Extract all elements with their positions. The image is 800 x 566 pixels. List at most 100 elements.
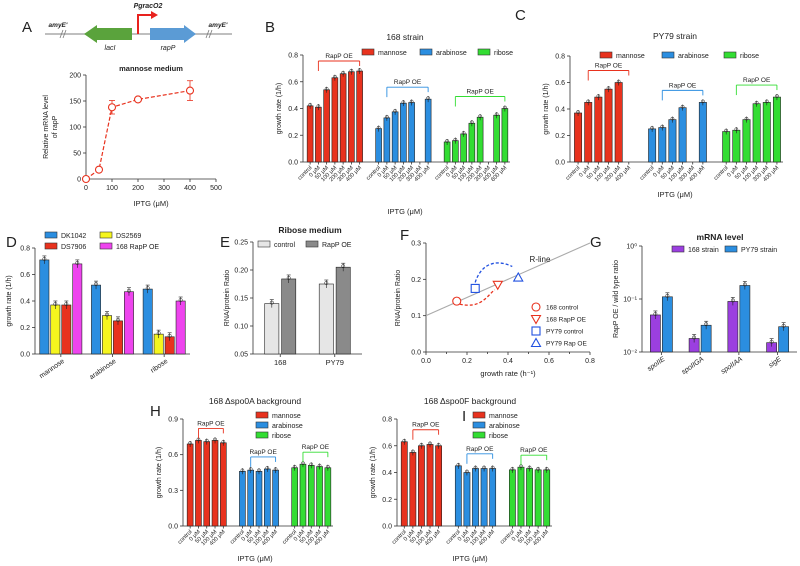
promoter-arrow (137, 14, 152, 34)
spo0f-bar-arabinose (454, 465, 462, 527)
spo0f-data-point (544, 466, 549, 471)
py79-arabinose-legend-label: arabinose (678, 53, 709, 60)
rapp-gene-arrow (150, 25, 196, 43)
spo0a-bar-ribose (299, 463, 307, 527)
rline-point-PY79-control (470, 283, 480, 293)
spo0f-arabinose-legend-swatch (472, 421, 486, 429)
strains-data-point (116, 317, 120, 322)
spo0f-data-point (411, 449, 415, 454)
spo0a-bar-arabinose (255, 471, 263, 527)
strain168-mannose-legend-swatch (361, 48, 375, 56)
ribose-y-tick-label: 0.20 (234, 268, 248, 275)
spo0a-bar-arabinose (247, 469, 254, 527)
spo0f-bar-mannose (435, 445, 442, 527)
spo0a-bar-ribose (307, 465, 315, 527)
spo0f-y-tick-label: 0.6 (382, 443, 392, 450)
py79-y-tick-label: 0.8 (555, 54, 565, 61)
spo0f-ribose-legend-label: ribose (489, 433, 508, 440)
spo0a-data-point (273, 467, 278, 471)
rline-legend-marker (531, 326, 541, 336)
py79-bar-ribose (762, 102, 771, 163)
strain168-ribose-legend-label: ribose (494, 50, 513, 57)
strain168-x-axis-label: IPTG (μM) (387, 207, 423, 216)
spo0a-data-point (248, 467, 253, 471)
py79-bar-mannose (604, 88, 613, 163)
py79-bracket-label: RapP OE (669, 82, 697, 89)
mrna-x-tick-label: 200 (132, 185, 144, 192)
strains-data-point (145, 286, 150, 291)
py79-data-point (775, 94, 779, 98)
promoter-arrowhead (151, 11, 158, 19)
spo0a-bar-mannose (186, 443, 194, 527)
py79-data-point (744, 116, 749, 121)
py79-y-axis-label: growth rate (1/h) (543, 83, 550, 134)
mrna-level-bar-168-strain (650, 314, 661, 353)
mrna-level-data-point (742, 282, 747, 287)
rline-x-tick-label: 0.4 (503, 358, 513, 365)
spo0f-ribose-legend-swatch (472, 431, 486, 439)
py79-bar-ribose (752, 103, 761, 163)
spo0a-bar-mannose (220, 442, 227, 527)
rline-legend-marker (530, 337, 542, 348)
strain168-y-tick-label: 0.8 (288, 53, 298, 60)
strains-y-tick-label: 0.6 (20, 272, 30, 279)
spo0f-data-point (419, 442, 424, 447)
py79-bar-arabinose (668, 119, 677, 163)
strains-data-point (127, 288, 131, 293)
strain168-data-point (426, 96, 430, 100)
strain168-bar-ribose (493, 114, 500, 163)
py79-data-point (660, 124, 665, 129)
strains-x-tick-label: ribose (150, 358, 170, 375)
panel-label-G: G (590, 234, 602, 251)
mrna-x-axis-label: IPTG (μM) (133, 199, 169, 208)
rline-x-tick-label: 0.0 (421, 358, 431, 365)
spo0f-mannose-legend-label: mannose (489, 413, 518, 420)
py79-data-point (764, 99, 769, 104)
strains-y-axis-label: growth rate (1/h) (6, 275, 13, 326)
mrna-y-tick-label: 0 (77, 177, 81, 184)
strain168-y-tick-label: 0.4 (288, 106, 298, 113)
strains-data-point (94, 282, 98, 287)
spo0a-y-tick-label: 0.3 (168, 488, 178, 495)
rline-legend-label: 168 control (546, 305, 579, 312)
strains-bar-168-RapP-OE (175, 300, 186, 355)
spo0f-bracket-label: RapP OE (520, 447, 548, 454)
py79-bar-mannose (574, 112, 583, 163)
py79-mannose-legend-label: mannose (616, 53, 645, 60)
mrna-level-x-tick-label: spoIIE (646, 356, 667, 373)
py79-mannose-legend-swatch (599, 51, 613, 59)
py79-data-point (586, 99, 591, 104)
break-mark (205, 29, 210, 39)
strains-data-point (167, 333, 172, 338)
strain168-bar-ribose (460, 133, 467, 163)
strains-bar-DS2569 (102, 315, 112, 355)
mrna-y-tick-label: 50 (73, 151, 81, 158)
mrna-level-bar-PY79-strain (739, 285, 751, 353)
mrna-data-point (107, 103, 117, 112)
strain168-chart-title: 168 strain (386, 32, 424, 42)
strain168-data-point (453, 137, 458, 142)
mrna-x-tick-label: 500 (210, 185, 222, 192)
rapp-label: rapP (161, 45, 176, 52)
py79-y-tick-label: 0.2 (555, 133, 565, 140)
rline-y-tick-label: 0.2 (411, 277, 421, 284)
py79-data-point (616, 79, 621, 84)
strain168-data-point (333, 74, 337, 79)
promoter-label: PgracO2 (134, 3, 163, 10)
strains-DS7906-legend-label: DS7906 (61, 244, 86, 251)
rline-y-tick-label: 0.0 (411, 350, 421, 357)
strain168-data-point (316, 104, 321, 109)
spo0f-bar-ribose (517, 466, 525, 527)
ribose-bar-RapP-OE (335, 266, 351, 355)
strain168-data-point (341, 70, 345, 75)
strain168-data-point (494, 112, 499, 117)
spo0a-data-point (204, 438, 209, 443)
py79-bar-mannose (584, 102, 593, 163)
mrna-data-point (185, 86, 195, 95)
mrna-data-point (81, 174, 91, 184)
strains-data-point (75, 260, 80, 265)
strain168-bracket-label: RapP OE (325, 53, 353, 60)
strain168-bar-ribose (501, 108, 509, 163)
mrna-level-y-tick-label: 10⁰ (626, 243, 637, 251)
strains-bar-168-RapP-OE (124, 291, 134, 355)
